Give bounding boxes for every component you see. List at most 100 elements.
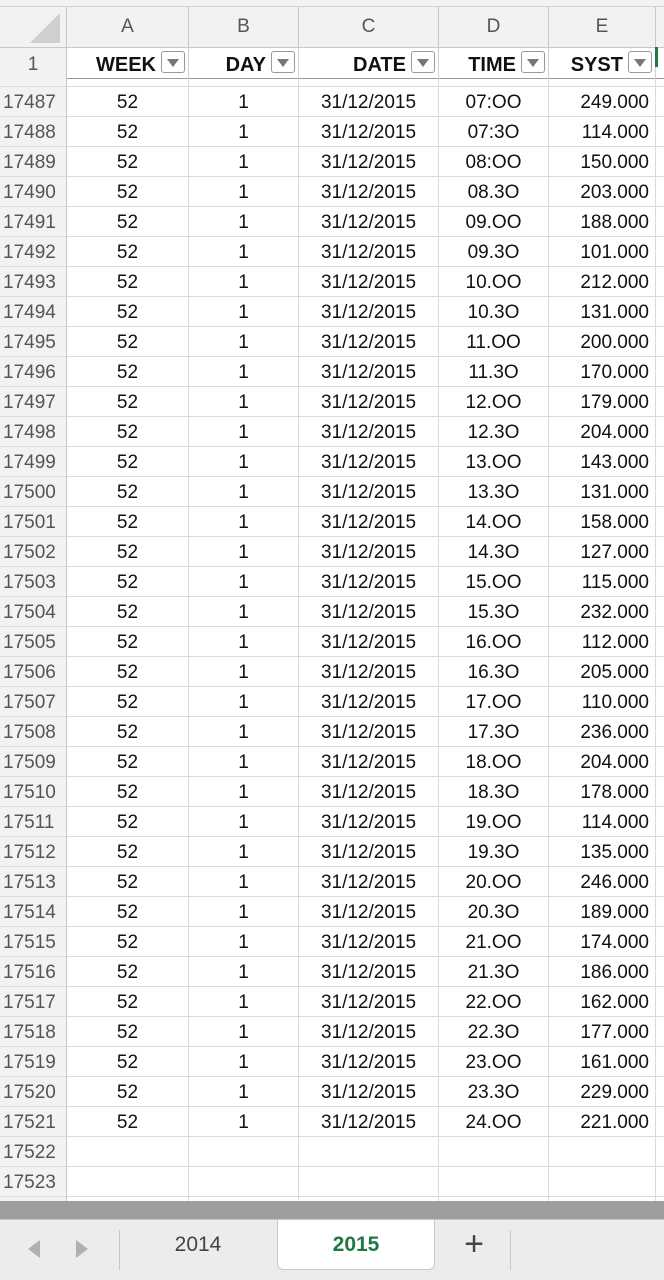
cell-syst[interactable] [549,1167,656,1196]
cell-week[interactable]: 52 [67,537,189,566]
cell-week[interactable]: 52 [67,507,189,536]
cell-date[interactable]: 31/12/2015 [299,777,439,806]
cell-syst[interactable]: 236.000 [549,717,656,746]
table-row[interactable]: 17498 52 1 31/12/2015 12.3O 204.000 [0,417,664,447]
table-row[interactable]: 17505 52 1 31/12/2015 16.OO 112.000 [0,627,664,657]
cell-syst[interactable]: 246.000 [549,867,656,896]
cell-day[interactable]: 1 [189,79,299,86]
cell-week[interactable] [67,1137,189,1166]
cell-week[interactable]: 52 [67,567,189,596]
table-row[interactable]: 17493 52 1 31/12/2015 10.OO 212.000 [0,267,664,297]
table-row[interactable]: 17511 52 1 31/12/2015 19.OO 114.000 [0,807,664,837]
cell-date[interactable]: 31/12/2015 [299,837,439,866]
table-row[interactable]: 17523 [0,1167,664,1197]
filter-dropdown-icon[interactable] [411,51,435,73]
table-row[interactable]: 17522 [0,1137,664,1167]
cell-week[interactable] [67,1197,189,1201]
header-cell-time[interactable]: TIME [439,48,549,79]
table-row[interactable]: 17521 52 1 31/12/2015 24.OO 221.000 [0,1107,664,1137]
cell-time[interactable]: 21.OO [439,927,549,956]
cell-week[interactable]: 52 [67,1107,189,1136]
table-row[interactable]: 17514 52 1 31/12/2015 20.3O 189.000 [0,897,664,927]
cell-day[interactable]: 1 [189,1107,299,1136]
cell-day[interactable]: 1 [189,927,299,956]
cell-week[interactable]: 52 [67,1077,189,1106]
cell-week[interactable]: 52 [67,297,189,326]
row-number[interactable]: 17491 [0,207,67,236]
table-row[interactable]: 17495 52 1 31/12/2015 11.OO 200.000 [0,327,664,357]
cell-syst[interactable]: 114.000 [549,807,656,836]
cell-day[interactable]: 1 [189,1077,299,1106]
table-row[interactable]: 17512 52 1 31/12/2015 19.3O 135.000 [0,837,664,867]
cell-date[interactable]: 31/12/2015 [299,177,439,206]
cell-date[interactable]: 31/12/2015 [299,657,439,686]
row-number[interactable]: 17499 [0,447,67,476]
cell-time[interactable]: 06.30 [439,79,549,86]
table-row[interactable]: 17492 52 1 31/12/2015 09.3O 101.000 [0,237,664,267]
cell-time[interactable]: 11.3O [439,357,549,386]
cell-day[interactable]: 1 [189,837,299,866]
cell-time[interactable]: 11.OO [439,327,549,356]
header-cell-day[interactable]: DAY [189,48,299,79]
cell-day[interactable]: 1 [189,327,299,356]
cell-week[interactable]: 52 [67,447,189,476]
cell-syst[interactable]: 188.000 [549,207,656,236]
cell-syst[interactable]: 178.000 [549,777,656,806]
row-number[interactable]: 17495 [0,327,67,356]
cell-date[interactable]: 31/12/2015 [299,1047,439,1076]
column-header-a[interactable]: A [67,7,189,47]
cell-time[interactable]: 17.OO [439,687,549,716]
column-header-e[interactable]: E [549,7,656,47]
cell-date[interactable]: 31/12/2015 [299,297,439,326]
cell-week[interactable]: 52 [67,687,189,716]
cell-date[interactable]: 31/12/2015 [299,1017,439,1046]
cell-time[interactable]: 22.OO [439,987,549,1016]
cell-time[interactable]: 15.OO [439,567,549,596]
cell-week[interactable]: 52 [67,117,189,146]
table-row[interactable]: 17518 52 1 31/12/2015 22.3O 177.000 [0,1017,664,1047]
cell-time[interactable]: 18.OO [439,747,549,776]
filter-dropdown-icon[interactable] [628,51,652,73]
table-row[interactable]: 17515 52 1 31/12/2015 21.OO 174.000 [0,927,664,957]
cell-day[interactable]: 1 [189,567,299,596]
cell-day[interactable]: 1 [189,417,299,446]
cell-syst[interactable]: 205.000 [549,657,656,686]
cell-day[interactable]: 1 [189,987,299,1016]
table-row[interactable]: 17494 52 1 31/12/2015 10.3O 131.000 [0,297,664,327]
cell-syst[interactable]: 110.000 [549,687,656,716]
cell-day[interactable]: 1 [189,267,299,296]
row-number[interactable]: 17496 [0,357,67,386]
cell-week[interactable]: 52 [67,177,189,206]
cell-syst[interactable]: 189.000 [549,897,656,926]
next-sheet-icon[interactable] [76,1240,88,1258]
cell-date[interactable]: 31/12/2015 [299,207,439,236]
cell-day[interactable]: 1 [189,357,299,386]
column-header-c[interactable]: C [299,7,439,47]
cell-date[interactable]: 31/12/2015 [299,987,439,1016]
row-number[interactable]: 17506 [0,657,67,686]
cell-date[interactable] [299,1197,439,1201]
row-number[interactable]: 17502 [0,537,67,566]
row-number[interactable]: 17510 [0,777,67,806]
row-number[interactable]: 17488 [0,117,67,146]
cell-day[interactable]: 1 [189,387,299,416]
cell-syst[interactable]: 162.000 [549,987,656,1016]
table-row[interactable]: 17501 52 1 31/12/2015 14.OO 158.000 [0,507,664,537]
header-cell-date[interactable]: DATE [299,48,439,79]
cell-time[interactable]: 21.3O [439,957,549,986]
cell-time[interactable]: 10.3O [439,297,549,326]
cell-week[interactable]: 52 [67,867,189,896]
cell-syst[interactable]: 150.000 [549,147,656,176]
table-row[interactable]: 17487 52 1 31/12/2015 07:OO 249.000 [0,87,664,117]
add-sheet-button[interactable]: + [464,1225,484,1263]
row-number[interactable]: 17511 [0,807,67,836]
table-row[interactable]: 17490 52 1 31/12/2015 08.3O 203.000 [0,177,664,207]
cell-week[interactable]: 52 [67,807,189,836]
cell-syst[interactable]: 177.000 [549,1017,656,1046]
cell-syst[interactable]: 112.000 [549,627,656,656]
cell-syst[interactable]: 131.000 [549,477,656,506]
cell-day[interactable]: 1 [189,1017,299,1046]
row-number[interactable]: 17489 [0,147,67,176]
cell-time[interactable]: 24.OO [439,1107,549,1136]
cell-day[interactable]: 1 [189,297,299,326]
